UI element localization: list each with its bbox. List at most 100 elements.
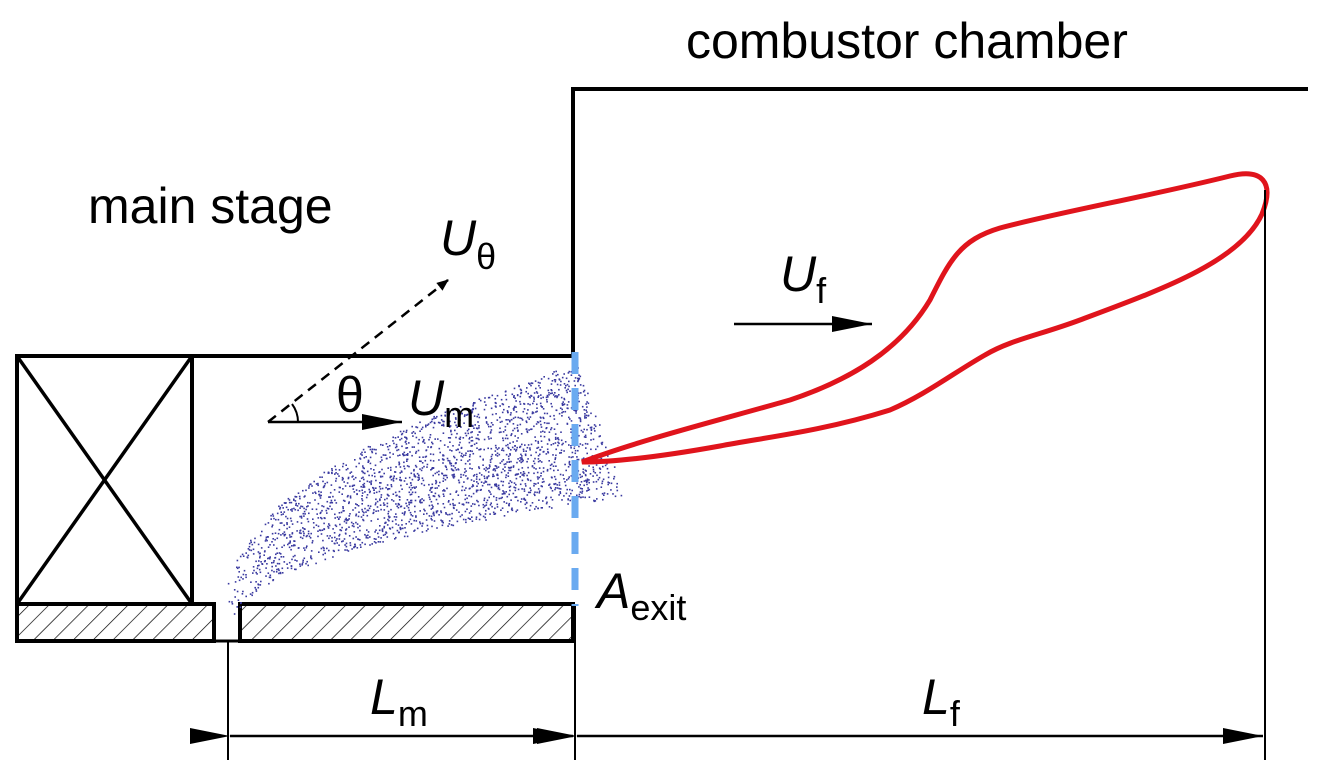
spray-particle <box>468 438 471 440</box>
spray-particle <box>429 453 432 455</box>
spray-particle <box>494 483 496 486</box>
spray-particle <box>323 522 325 525</box>
spray-particle <box>595 488 598 490</box>
spray-particle <box>392 532 395 535</box>
spray-particle <box>367 461 369 463</box>
spray-particle <box>561 404 564 406</box>
spray-particle <box>400 505 403 508</box>
spray-particle <box>448 415 450 417</box>
spray-particle <box>525 485 527 487</box>
spray-particle <box>359 539 361 541</box>
spray-particle <box>541 446 543 448</box>
spray-particle <box>563 397 565 400</box>
spray-particle <box>290 501 293 504</box>
spray-particle <box>561 402 564 405</box>
spray-particle <box>490 431 492 433</box>
spray-particle <box>297 509 299 512</box>
spray-particle <box>369 544 371 546</box>
spray-particle <box>358 462 360 465</box>
spray-particle <box>315 483 318 485</box>
spray-particle <box>294 568 296 571</box>
spray-particle <box>526 502 528 504</box>
spray-particle <box>242 573 245 576</box>
spray-particle <box>494 512 497 515</box>
spray-particle <box>406 454 409 456</box>
spray-particle <box>577 458 580 461</box>
spray-particle <box>568 460 571 463</box>
spray-particle <box>287 497 290 500</box>
spray-particle <box>562 401 564 403</box>
spray-particle <box>340 529 343 532</box>
spray-particle <box>500 471 503 474</box>
spray-particle <box>318 551 320 553</box>
spray-particle <box>399 479 401 481</box>
spray-particle <box>540 440 543 442</box>
spray-particle <box>404 477 407 479</box>
spray-particle <box>584 469 587 472</box>
spray-particle <box>342 540 344 542</box>
spray-particle <box>548 460 550 462</box>
spray-particle <box>303 496 306 498</box>
spray-particle <box>449 441 451 443</box>
spray-particle <box>299 536 302 539</box>
spray-particle <box>486 477 488 480</box>
spray-particle <box>415 436 418 439</box>
spray-particle <box>507 411 509 414</box>
spray-particle <box>570 371 573 373</box>
spray-particle <box>444 479 447 481</box>
spray-particle <box>389 475 392 478</box>
spray-particle <box>392 436 394 439</box>
spray-particle <box>554 478 557 481</box>
spray-particle <box>558 388 560 391</box>
spray-particle <box>312 492 314 494</box>
spray-particle <box>410 514 412 516</box>
spray-particle <box>308 487 310 489</box>
spray-particle <box>382 444 384 446</box>
spray-particle <box>404 441 407 443</box>
spray-particle <box>512 465 515 467</box>
spray-particle <box>348 526 350 528</box>
spray-particle <box>596 498 598 500</box>
spray-particle <box>271 569 273 572</box>
spray-particle <box>388 488 391 490</box>
spray-particle <box>447 513 449 516</box>
spray-particle <box>468 518 471 520</box>
spray-particle <box>594 430 596 432</box>
spray-particle <box>547 377 550 380</box>
spray-particle <box>457 494 460 496</box>
spray-particle <box>389 528 392 530</box>
spray-particle <box>545 497 547 500</box>
spray-particle <box>306 505 308 508</box>
spray-particle <box>317 525 320 528</box>
spray-particle <box>521 467 524 469</box>
spray-particle <box>260 547 263 549</box>
spray-particle <box>411 478 414 481</box>
spray-particle <box>487 436 490 438</box>
spray-particle <box>367 531 370 533</box>
spray-particle <box>328 523 330 525</box>
spray-particle <box>358 511 360 513</box>
spray-particle <box>559 473 562 476</box>
spray-particle <box>442 493 445 495</box>
spray-particle <box>287 543 289 546</box>
spray-particle <box>231 603 234 605</box>
spray-particle <box>588 488 591 491</box>
spray-particle <box>545 496 548 498</box>
spray-particle <box>383 517 386 519</box>
spray-particle <box>558 394 560 396</box>
spray-particle <box>453 456 456 459</box>
spray-particle <box>546 443 549 445</box>
spray-particle <box>579 420 582 423</box>
spray-particle <box>452 465 455 467</box>
spray-particle <box>578 378 580 381</box>
spray-particle <box>475 427 478 429</box>
spray-particle <box>520 501 522 503</box>
spray-particle <box>411 491 414 494</box>
spray-particle <box>508 504 510 506</box>
spray-particle <box>558 412 561 415</box>
spray-particle <box>311 540 314 542</box>
spray-particle <box>524 453 527 456</box>
spray-particle <box>512 466 515 468</box>
spray-particle <box>281 504 283 507</box>
spray-particle <box>410 499 413 502</box>
